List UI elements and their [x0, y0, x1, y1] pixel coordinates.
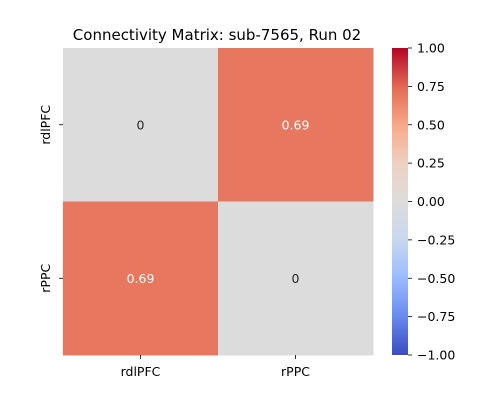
- colorbar: [392, 48, 408, 355]
- colorbar-tick-label: −1.00: [417, 348, 455, 363]
- row-tick-labels: rdlPFC rPPC: [38, 105, 63, 293]
- heatmap-cell-1-1: [218, 201, 374, 356]
- colorbar-tick-label: −0.75: [417, 309, 455, 324]
- col-tick-labels: rdlPFC rPPC: [121, 355, 310, 379]
- row-tick-label: rdlPFC: [38, 105, 53, 145]
- colorbar-tick-label: 0.25: [417, 156, 445, 171]
- heatmap-cells: 0 0.69 0.69 0: [63, 48, 374, 356]
- colorbar-tick-label: 0.75: [417, 79, 445, 94]
- colorbar-tick-label: 0.50: [417, 117, 445, 132]
- colorbar-tick-label: −0.25: [417, 232, 455, 247]
- colorbar-ticks: 1.00 0.75 0.50 0.25 0.00 −0.25 −0.50 −0.75 −1.00: [408, 41, 455, 363]
- colorbar-tick-label: −0.50: [417, 271, 455, 286]
- colorbar-tick-label: 0.00: [417, 194, 445, 209]
- cell-value-label-1-0: 0.69: [127, 271, 155, 286]
- chart-title: Connectivity Matrix: sub-7565, Run 02: [73, 26, 361, 44]
- heatmap-cell-0-0: [63, 48, 219, 202]
- cell-value-label-1-1: 0: [292, 271, 300, 286]
- cell-value-label-0-0: 0: [137, 117, 145, 132]
- row-tick-label: rPPC: [38, 264, 53, 293]
- heatmap-cell-1-0: [63, 201, 219, 356]
- col-tick-label: rdlPFC: [121, 364, 161, 379]
- col-tick-label: rPPC: [281, 364, 310, 379]
- colorbar-tick-label: 1.00: [417, 41, 445, 56]
- heatmap-cell-0-1: [218, 48, 374, 202]
- cell-value-label-0-1: 0.69: [282, 117, 310, 132]
- colorbar-gradient: [392, 48, 408, 355]
